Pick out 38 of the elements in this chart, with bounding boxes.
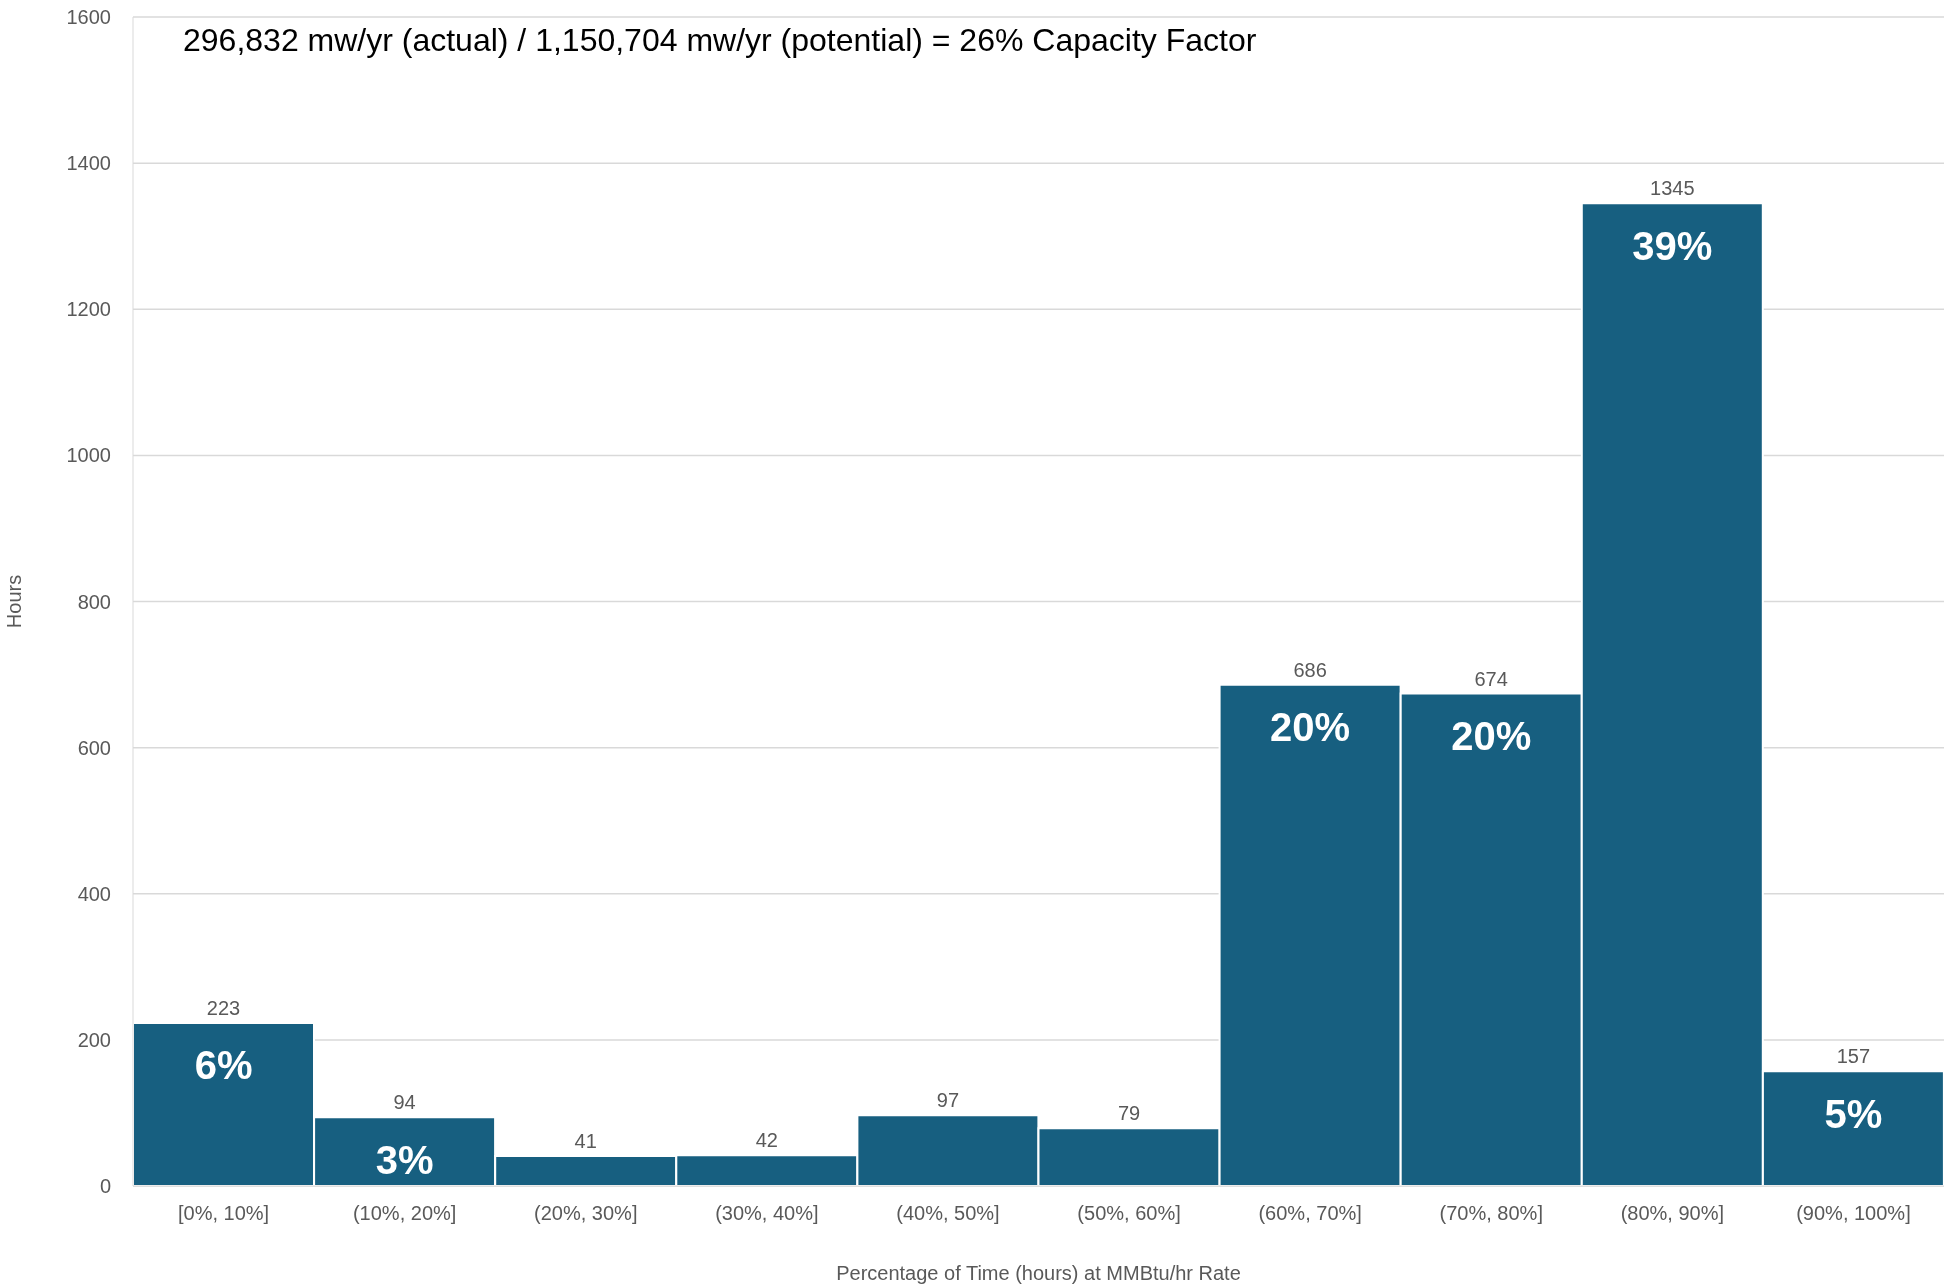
data-label: 94 [393, 1091, 416, 1114]
x-tick-label: (60%, 70%] [1258, 1202, 1362, 1225]
data-label: 42 [755, 1129, 778, 1152]
annotation: 39% [1632, 223, 1713, 268]
y-tick-label: 0 [99, 1175, 111, 1198]
x-tick-label: (70%, 80%] [1439, 1202, 1543, 1225]
y-tick-label: 200 [77, 1028, 111, 1051]
y-axis-title: Hours [3, 574, 26, 629]
annotation: 20% [1270, 705, 1351, 750]
data-label: 1345 [1650, 177, 1695, 200]
data-label: 674 [1474, 667, 1508, 690]
y-tick-label: 400 [77, 882, 111, 905]
x-axis-title: Percentage of Time (hours) at MMBtu/hr Rate [836, 1262, 1241, 1284]
x-tick-label: (80%, 90%] [1620, 1202, 1725, 1225]
x-tick-label: (10%, 20%] [352, 1202, 457, 1225]
data-label: 157 [1836, 1045, 1871, 1068]
y-tick-label: 800 [77, 590, 111, 613]
annotation: 5% [1824, 1091, 1883, 1136]
data-label: 41 [574, 1130, 597, 1153]
data-label: 223 [206, 997, 241, 1020]
data-label: 686 [1293, 658, 1327, 681]
x-tick-label: (90%, 100%] [1796, 1202, 1911, 1225]
annotation: 6% [194, 1043, 253, 1088]
y-tick-label: 1200 [66, 298, 111, 321]
annotation: 20% [1451, 713, 1532, 758]
y-tick-label: 1400 [66, 152, 111, 175]
x-tick-label: [0%, 10%] [177, 1202, 270, 1225]
x-tick-label: (30%, 40%] [715, 1202, 819, 1225]
chart-title: 296,832 mw/yr (actual) / 1,150,704 mw/yr (potential) = 26% Capacity Factor [183, 22, 1257, 59]
y-tick-label: 1600 [66, 6, 111, 29]
data-label: 79 [1117, 1102, 1141, 1125]
x-tick-label: (50%, 60%] [1077, 1202, 1181, 1225]
y-tick-label: 1000 [66, 444, 111, 467]
data-label: 97 [936, 1089, 960, 1112]
x-tick-label: (40%, 50%] [896, 1202, 1000, 1225]
y-tick-label: 600 [77, 736, 111, 759]
x-tick-label: (20%, 30%] [534, 1202, 638, 1225]
annotation: 3% [375, 1137, 434, 1182]
